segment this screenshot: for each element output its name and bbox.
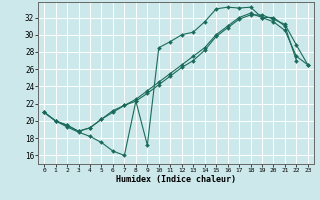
X-axis label: Humidex (Indice chaleur): Humidex (Indice chaleur) [116, 175, 236, 184]
